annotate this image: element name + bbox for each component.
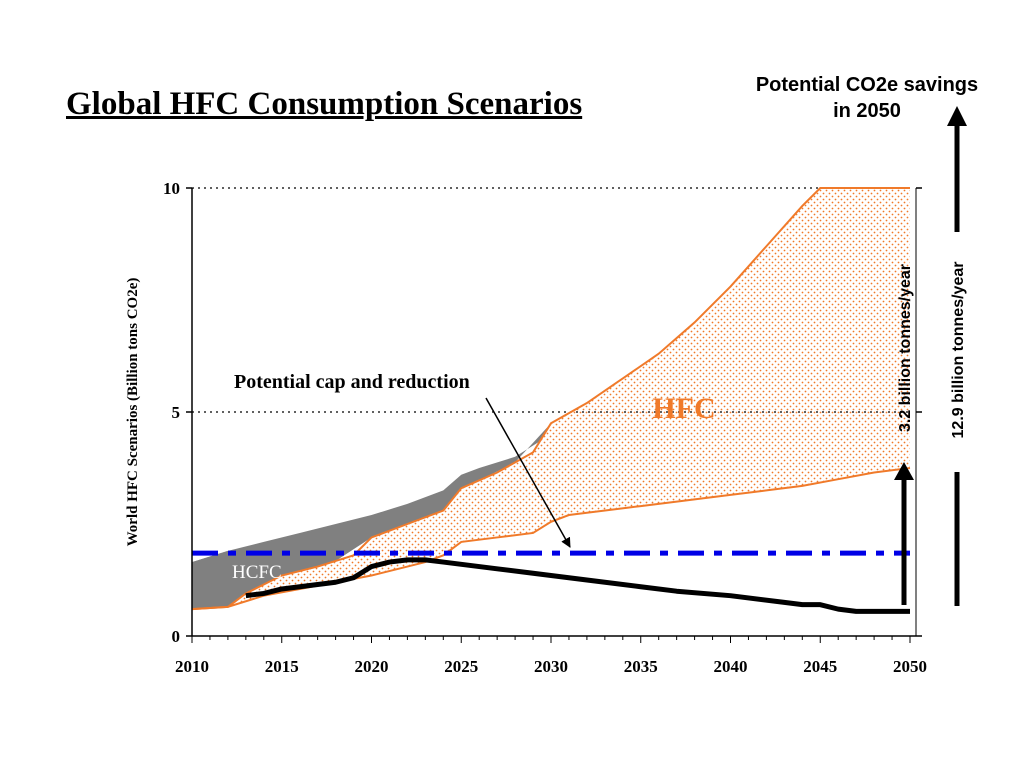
hcfc-area-left <box>192 550 228 610</box>
x-tick-label-2040: 2040 <box>714 657 748 676</box>
x-tick-label-2010: 2010 <box>175 657 209 676</box>
hfc-label: HFC <box>652 392 715 425</box>
x-tick-label-2045: 2045 <box>803 657 837 676</box>
hfc-upper-line <box>191 187 910 611</box>
savings-heading: Potential CO2e savings in 2050 <box>712 72 1022 124</box>
page-title: Global HFC Consumption Scenarios <box>66 86 583 122</box>
savings-large-arrow-head <box>947 106 967 126</box>
area-layer <box>192 188 910 610</box>
y-axis-title: World HFC Scenarios (Billion tons CO2e) <box>125 278 141 547</box>
x-tick-label-2035: 2035 <box>624 657 658 676</box>
x-tick-label-2030: 2030 <box>534 657 568 676</box>
line-layer <box>191 187 911 614</box>
y-tick-label-10: 10 <box>163 179 180 198</box>
hfc-area <box>192 188 910 610</box>
savings-large-label: 12.9 billion tonnes/year <box>950 262 967 439</box>
x-tick-label-2050: 2050 <box>893 657 927 676</box>
hcfc-label: HCFC <box>232 562 282 583</box>
hcfc-area <box>192 378 623 610</box>
x-tick-label-2020: 2020 <box>355 657 389 676</box>
axes: 0 5 10 2010 2015 2020 2025 2030 2035 2040 2045 2050 <box>163 179 927 676</box>
x-tick-label-2015: 2015 <box>265 657 299 676</box>
savings-small-arrow-head <box>894 462 914 480</box>
x-tick-label-2025: 2025 <box>444 657 478 676</box>
savings-heading-line-2: in 2050 <box>833 100 901 122</box>
y-tick-label-0: 0 <box>172 627 181 646</box>
savings-small-label: 3.2 billion tonnes/year <box>897 264 914 432</box>
savings-heading-line-1: Potential CO2e savings <box>755 74 979 96</box>
cap-annotation-text: Potential cap and reduction <box>234 371 470 393</box>
y-tick-label-5: 5 <box>172 403 181 422</box>
cap-annotation-pointer <box>485 397 571 548</box>
reduction-line <box>245 557 910 614</box>
